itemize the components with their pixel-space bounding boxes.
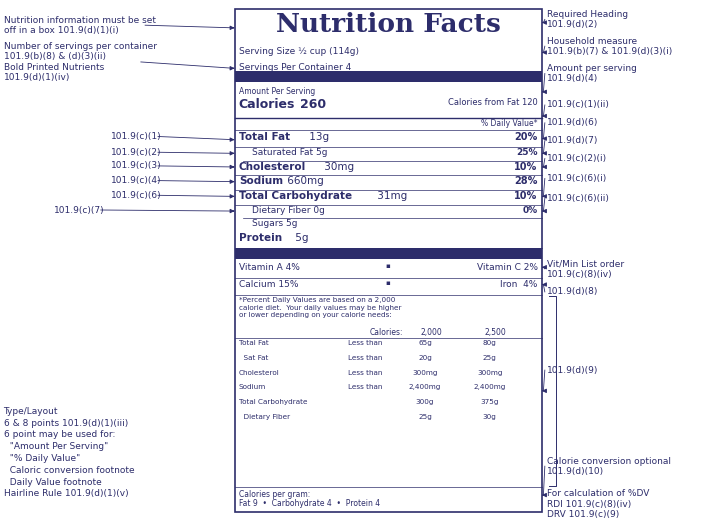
Text: 101.9(c)(6)(ii): 101.9(c)(6)(ii) (547, 194, 610, 203)
Bar (235, 71, 542, 82)
Text: 2,400mg: 2,400mg (409, 384, 441, 390)
Text: Sugars 5g: Sugars 5g (252, 219, 297, 228)
Text: Calories from Fat 120: Calories from Fat 120 (448, 98, 538, 107)
Text: 20%: 20% (514, 132, 538, 142)
Text: 101.9(c)(1): 101.9(c)(1) (111, 132, 162, 141)
Text: 300mg: 300mg (477, 370, 503, 375)
Text: 101.9(c)(7): 101.9(c)(7) (54, 205, 104, 215)
Text: 25%: 25% (516, 148, 538, 157)
Bar (235, 9, 542, 512)
Text: Less than: Less than (348, 340, 383, 346)
Text: 2,000: 2,000 (420, 328, 442, 337)
Text: Saturated Fat 5g: Saturated Fat 5g (252, 148, 327, 157)
Text: 30mg: 30mg (321, 162, 355, 172)
Text: 660mg: 660mg (284, 176, 324, 186)
Text: 0%: 0% (523, 206, 538, 215)
Text: Amount Per Serving: Amount Per Serving (239, 87, 315, 96)
Text: Sodium: Sodium (239, 176, 283, 186)
Text: Cholesterol: Cholesterol (239, 162, 306, 172)
Text: 2,500: 2,500 (485, 328, 507, 337)
Text: Total Carbohydrate: Total Carbohydrate (239, 191, 352, 201)
Text: Required Heading
101.9(d)(2): Required Heading 101.9(d)(2) (547, 10, 628, 29)
Bar (235, 248, 542, 259)
Text: ▪: ▪ (386, 263, 390, 269)
Text: Less than: Less than (348, 355, 383, 361)
Text: 25g: 25g (418, 414, 432, 419)
Text: Nutrition information must be set
off in a box 101.9(d)(1)(i): Nutrition information must be set off in… (4, 16, 156, 35)
Text: Calories: Calories (239, 98, 295, 111)
Text: 28%: 28% (514, 176, 538, 186)
Text: Less than: Less than (348, 384, 383, 390)
Text: Type/Layout
6 & 8 points 101.9(d)(1)(iii)
6 point may be used for:
  "Amount Per: Type/Layout 6 & 8 points 101.9(d)(1)(iii… (4, 407, 134, 498)
Text: 101.9(d)(8): 101.9(d)(8) (547, 287, 598, 297)
Text: ▪: ▪ (386, 280, 390, 286)
Text: 260: 260 (300, 98, 326, 111)
Text: 10%: 10% (514, 162, 538, 172)
Text: 5g: 5g (292, 233, 309, 243)
Text: Calories per gram:: Calories per gram: (239, 490, 310, 499)
Text: Iron  4%: Iron 4% (500, 280, 538, 289)
Text: 2,400mg: 2,400mg (473, 384, 506, 390)
Text: Sat Fat: Sat Fat (239, 355, 268, 361)
Text: 375g: 375g (480, 399, 499, 405)
Text: 101.9(d)(7): 101.9(d)(7) (547, 136, 598, 145)
Text: For calculation of %DV
RDI 101.9(c)(8)(iv)
DRV 101.9(c)(9): For calculation of %DV RDI 101.9(c)(8)(i… (547, 489, 649, 519)
Text: Cholesterol: Cholesterol (239, 370, 280, 375)
Text: 30g: 30g (483, 414, 497, 419)
Text: Sodium: Sodium (239, 384, 266, 390)
Text: 10%: 10% (514, 191, 538, 201)
Text: Total Carbohydrate: Total Carbohydrate (239, 399, 307, 405)
Text: Dietary Fiber: Dietary Fiber (239, 414, 290, 419)
Text: 300mg: 300mg (413, 370, 438, 375)
Text: 101.9(c)(4): 101.9(c)(4) (111, 176, 162, 185)
Text: 101.9(c)(2)(i): 101.9(c)(2)(i) (547, 154, 607, 163)
Text: Fat 9  •  Carbohydrate 4  •  Protein 4: Fat 9 • Carbohydrate 4 • Protein 4 (239, 499, 380, 508)
Text: *Percent Daily Values are based on a 2,000
calorie diet.  Your daily values may : *Percent Daily Values are based on a 2,0… (239, 297, 401, 318)
Text: 101.9(c)(6)(i): 101.9(c)(6)(i) (547, 174, 607, 183)
Text: 101.9(c)(3): 101.9(c)(3) (111, 161, 162, 171)
Text: Less than: Less than (348, 370, 383, 375)
Text: 101.9(d)(6): 101.9(d)(6) (547, 118, 598, 128)
Text: Number of servings per container
101.9(b)(8) & (d)(3)(ii)
Bold Printed Nutrients: Number of servings per container 101.9(b… (4, 42, 157, 82)
Text: Serving Size ½ cup (114g): Serving Size ½ cup (114g) (239, 47, 359, 56)
Text: Servings Per Container 4: Servings Per Container 4 (239, 63, 351, 72)
Text: 20g: 20g (418, 355, 432, 361)
Text: Amount per serving
101.9(d)(4): Amount per serving 101.9(d)(4) (547, 64, 637, 83)
Text: Nutrition Facts: Nutrition Facts (276, 12, 500, 37)
Text: 300g: 300g (416, 399, 435, 405)
Text: Vitamin A 4%: Vitamin A 4% (239, 263, 300, 272)
Text: 31mg: 31mg (374, 191, 408, 201)
Text: Household measure
101.9(b)(7) & 101.9(d)(3)(i): Household measure 101.9(b)(7) & 101.9(d)… (547, 37, 672, 56)
Text: 80g: 80g (483, 340, 497, 346)
Text: Vitamin C 2%: Vitamin C 2% (477, 263, 538, 272)
Text: % Daily Value*: % Daily Value* (481, 119, 538, 128)
Text: Total Fat: Total Fat (239, 340, 269, 346)
Text: 101.9(c)(6): 101.9(c)(6) (111, 191, 162, 200)
Text: 101.9(d)(9): 101.9(d)(9) (547, 365, 598, 375)
Text: 13g: 13g (306, 132, 330, 142)
Text: 25g: 25g (483, 355, 497, 361)
Text: Calories:: Calories: (370, 328, 403, 337)
Text: Vit/Min List order
101.9(c)(8)(iv): Vit/Min List order 101.9(c)(8)(iv) (547, 259, 624, 278)
Text: Total Fat: Total Fat (239, 132, 290, 142)
Text: 101.9(c)(1)(ii): 101.9(c)(1)(ii) (547, 100, 610, 110)
Text: 65g: 65g (418, 340, 432, 346)
Text: 101.9(c)(2): 101.9(c)(2) (111, 148, 162, 157)
Text: Calorie conversion optional
101.9(d)(10): Calorie conversion optional 101.9(d)(10) (547, 457, 671, 476)
Text: Calcium 15%: Calcium 15% (239, 280, 298, 289)
Text: Dietary Fiber 0g: Dietary Fiber 0g (252, 206, 325, 215)
Text: Protein: Protein (239, 233, 282, 243)
